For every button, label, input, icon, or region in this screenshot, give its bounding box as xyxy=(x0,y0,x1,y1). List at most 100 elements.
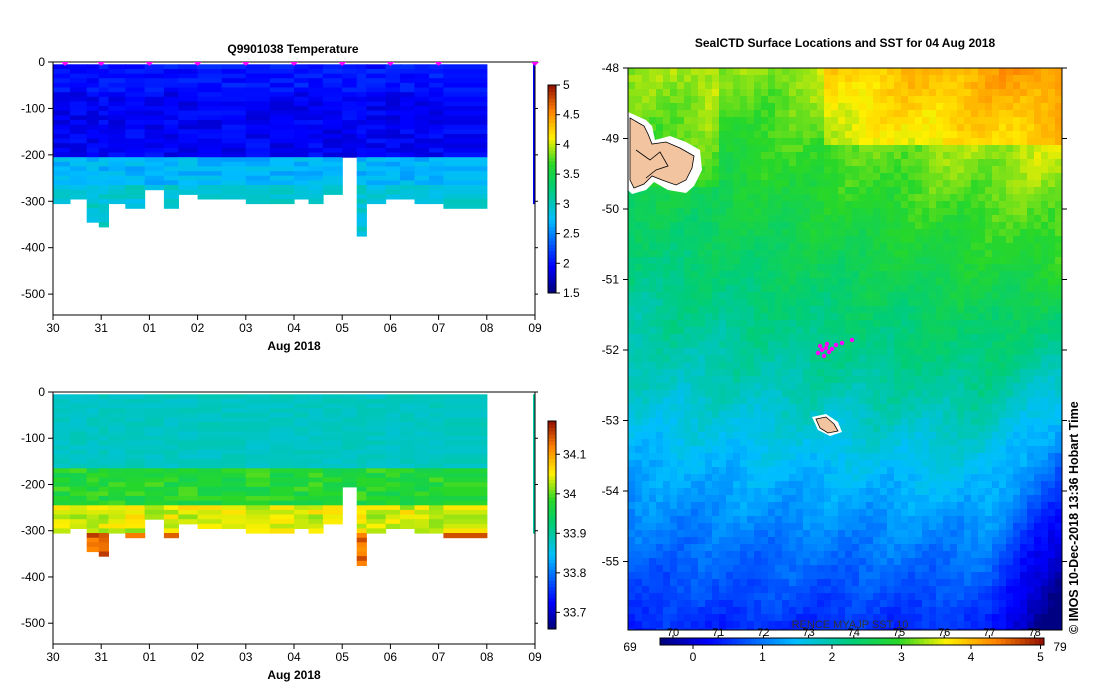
sst-cell xyxy=(971,173,979,181)
sst-cell xyxy=(852,243,860,251)
profile-cell xyxy=(108,445,126,451)
profile-cell xyxy=(443,431,488,437)
profile-cell xyxy=(125,189,146,195)
profile-cell xyxy=(178,435,199,442)
sst-cell xyxy=(649,201,657,209)
profile-cell xyxy=(221,189,247,195)
sst-cell xyxy=(817,103,825,111)
sst-cell xyxy=(635,320,643,328)
sst-cell xyxy=(894,229,902,237)
sst-cell xyxy=(824,313,832,321)
profile-cell xyxy=(443,101,488,107)
profile-cell xyxy=(245,147,271,154)
colorbar-swatch xyxy=(548,466,556,471)
sst-cell xyxy=(1006,313,1014,321)
profile-cell xyxy=(322,143,343,149)
profile-cell xyxy=(125,143,146,149)
sst-cell xyxy=(782,278,790,286)
sst-cell xyxy=(859,173,867,181)
sst-cell xyxy=(733,425,741,433)
sst-cell xyxy=(817,152,825,160)
sst-cell xyxy=(684,236,692,244)
profile-cell xyxy=(443,198,488,205)
profile-cell xyxy=(53,73,71,79)
sst-cell xyxy=(915,411,923,419)
sst-cell xyxy=(782,159,790,167)
sst-cell xyxy=(628,292,636,300)
profile-cell xyxy=(178,120,199,126)
sst-cell xyxy=(985,152,993,160)
sst-cell xyxy=(642,243,650,251)
profile-cell xyxy=(125,435,146,442)
sst-cell xyxy=(1048,173,1056,181)
sst-cell xyxy=(901,229,909,237)
sst-cell xyxy=(747,187,755,195)
sst-cell xyxy=(1013,425,1021,433)
sst-cell xyxy=(810,292,818,300)
sst-cell xyxy=(866,110,874,118)
sst-cell xyxy=(1041,117,1049,125)
profile-cell xyxy=(443,120,488,126)
sst-cell xyxy=(978,418,986,426)
sst-cell xyxy=(845,236,853,244)
sst-cell xyxy=(761,96,769,104)
sst-cell xyxy=(887,180,895,188)
sst-cell xyxy=(642,110,650,118)
sst-cell xyxy=(691,411,699,419)
sst-cell xyxy=(684,299,692,307)
profile-cell xyxy=(221,78,247,84)
sst-cell xyxy=(999,355,1007,363)
sst-cell xyxy=(831,285,839,293)
profile-cell xyxy=(414,500,430,506)
sst-cell xyxy=(705,145,713,153)
sst-cell xyxy=(873,229,881,237)
profile-cell xyxy=(366,403,387,409)
sst-cell xyxy=(635,208,643,216)
sst-cell xyxy=(803,201,811,209)
profile-cell xyxy=(366,198,387,205)
sst-cell xyxy=(775,138,783,146)
sst-cell xyxy=(698,271,706,279)
profile-cell xyxy=(86,101,100,107)
sst-cell xyxy=(663,278,671,286)
profile-cell xyxy=(163,459,179,465)
sst-cell xyxy=(887,82,895,90)
profile-cell xyxy=(443,143,488,149)
sst-cell xyxy=(866,257,874,265)
sst-cell xyxy=(824,376,832,384)
sst-cell xyxy=(880,397,888,405)
sst-cell xyxy=(950,187,958,195)
profile-cell xyxy=(163,115,179,121)
sst-cell xyxy=(663,236,671,244)
sst-cell xyxy=(1013,404,1021,412)
profile-cell xyxy=(98,426,109,432)
sst-cell xyxy=(747,159,755,167)
sst-cell xyxy=(670,117,678,125)
sst-cell xyxy=(1034,355,1042,363)
x-tick-label: 30 xyxy=(46,321,60,335)
profile-cell xyxy=(400,408,416,414)
sst-cell xyxy=(719,131,727,139)
sst-cell xyxy=(1027,334,1035,342)
profile-cell xyxy=(125,138,146,144)
sst-cell xyxy=(719,404,727,412)
sst-cell xyxy=(1020,208,1028,216)
sst-cell xyxy=(740,208,748,216)
sst-cell xyxy=(733,250,741,258)
sst-cell xyxy=(712,131,720,139)
sst-cell xyxy=(971,383,979,391)
y-tick-label: 0 xyxy=(38,385,45,399)
sst-cell xyxy=(929,278,937,286)
sst-cell xyxy=(936,145,944,153)
profile-cell xyxy=(400,161,416,167)
sst-cell xyxy=(929,110,937,118)
sst-cell xyxy=(649,250,657,258)
sst-cell xyxy=(796,425,804,433)
sst-cell xyxy=(901,250,909,258)
profile-cell xyxy=(98,477,109,483)
profile-cell xyxy=(86,87,100,93)
sst-cell xyxy=(1020,362,1028,370)
sst-cell xyxy=(859,82,867,90)
sst-cell xyxy=(873,418,881,426)
sst-cell xyxy=(887,131,895,139)
